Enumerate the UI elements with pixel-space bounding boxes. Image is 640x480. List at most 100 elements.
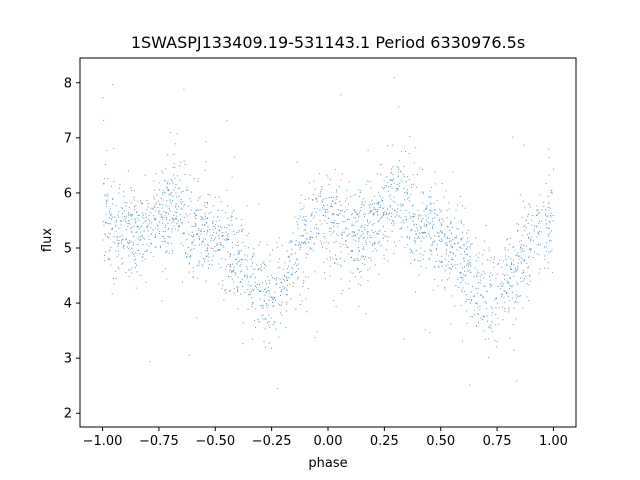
scatter-point [487,338,489,340]
scatter-point [237,253,239,255]
scatter-point [310,220,312,222]
scatter-point [424,329,426,331]
scatter-point [136,231,138,233]
scatter-point [436,249,437,250]
scatter-point [128,220,130,222]
scatter-point [197,181,199,182]
scatter-point [288,277,290,279]
scatter-point [286,290,288,292]
scatter-point [197,277,198,279]
scatter-point [260,269,262,271]
scatter-point [207,244,208,246]
scatter-point [229,256,231,258]
scatter-point [356,213,358,215]
scatter-point [528,284,530,286]
scatter-point [131,247,133,249]
scatter-point [364,216,365,217]
scatter-point [329,256,331,258]
scatter-point [553,168,554,170]
scatter-point [117,250,119,252]
scatter-point [528,256,529,258]
scatter-point [300,246,302,248]
scatter-point [362,238,364,240]
scatter-point [127,213,129,215]
scatter-point [380,217,382,219]
scatter-point [415,224,417,226]
scatter-point [365,242,367,243]
scatter-point [305,276,307,278]
scatter-point [250,276,252,278]
scatter-point [422,218,424,219]
scatter-point [454,217,456,219]
scatter-point [360,190,362,192]
scatter-point [194,212,196,214]
scatter-point [145,219,147,221]
scatter-point [175,205,177,207]
scatter-point [141,256,143,258]
scatter-point [223,239,225,241]
scatter-point [353,210,355,211]
scatter-point [499,259,501,261]
scatter-point [426,219,428,221]
scatter-point [259,267,261,269]
scatter-point [409,248,411,250]
scatter-point [431,225,433,227]
scatter-point [460,253,462,255]
scatter-point [102,97,104,99]
scatter-point [276,246,278,248]
scatter-point [361,230,363,232]
scatter-point [512,259,514,261]
scatter-point [164,226,166,228]
scatter-point [357,214,359,216]
scatter-point [201,216,203,218]
scatter-point [314,227,316,229]
scatter-point [463,257,465,259]
scatter-point [174,187,176,189]
scatter-point [159,203,161,205]
scatter-point [269,326,271,328]
scatter-point [546,250,548,252]
scatter-point [390,179,392,181]
scatter-point [381,163,383,165]
scatter-point [130,241,132,243]
scatter-point [122,235,124,237]
scatter-point [217,209,219,211]
scatter-point [129,240,130,242]
scatter-point [267,290,269,291]
scatter-point [382,197,384,199]
scatter-point [400,217,402,219]
scatter-point [517,262,519,264]
scatter-point [229,290,231,292]
scatter-point [284,274,285,276]
scatter-point [280,322,281,324]
scatter-point [307,254,309,255]
scatter-point [507,238,509,240]
scatter-point [147,235,149,237]
scatter-point [295,244,296,246]
scatter-point [189,256,191,258]
scatter-point [497,263,498,265]
scatter-point [418,214,420,216]
scatter-point [207,247,209,249]
scatter-point [239,271,241,273]
scatter-point [425,215,427,217]
scatter-point [441,239,443,241]
scatter-point [403,165,405,167]
scatter-point [484,272,486,274]
scatter-point [331,206,333,208]
scatter-point [434,183,436,185]
x-tick-label: 0.75 [483,434,512,449]
scatter-point [449,272,451,274]
scatter-point [160,245,162,247]
scatter-point [446,238,448,239]
scatter-point [310,236,312,238]
scatter-point [422,202,424,204]
scatter-point [328,242,330,244]
scatter-point [154,219,156,221]
scatter-point [318,173,320,175]
scatter-point [495,277,497,279]
scatter-point [187,205,189,207]
scatter-point [346,197,348,199]
scatter-point [303,241,305,243]
scatter-point [185,213,187,215]
